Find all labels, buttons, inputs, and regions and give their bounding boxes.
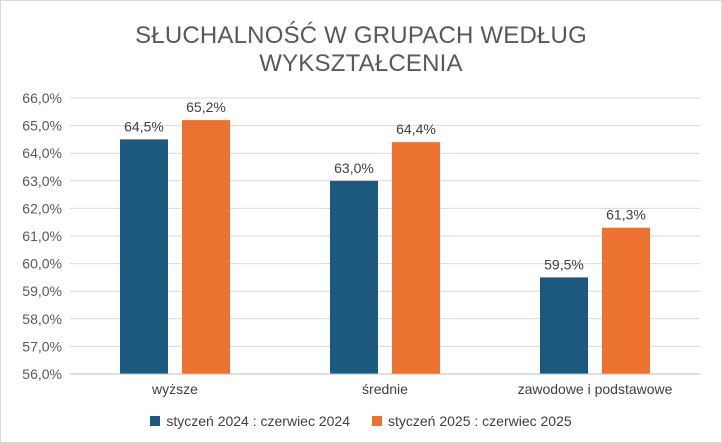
category-label: zawodowe i podstawowe	[518, 381, 673, 397]
y-tick-label: 61,0%	[22, 228, 62, 244]
x-axis-category-labels: wyższe średnie zawodowe i podstawowe	[151, 381, 673, 397]
y-tick-label: 64,0%	[22, 145, 62, 161]
legend-item-2024: styczeń 2024 : czerwiec 2024	[150, 413, 350, 429]
y-tick-label: 62,0%	[22, 200, 62, 216]
y-tick-label: 60,0%	[22, 256, 62, 272]
gridlines	[70, 97, 700, 347]
legend-swatch-2025	[372, 416, 382, 426]
bar-series-1-2	[330, 180, 378, 374]
y-tick-label: 57,0%	[22, 338, 62, 354]
data-label-series-1-1: 64,5%	[124, 118, 164, 134]
data-labels: 64,5% 65,2% 63,0% 64,4% 59,5% 61,3%	[124, 99, 646, 272]
legend: styczeń 2024 : czerwiec 2024 styczeń 202…	[0, 413, 722, 429]
category-label: wyższe	[151, 381, 198, 397]
category-label: średnie	[362, 381, 408, 397]
bar-series-2-1	[182, 120, 230, 374]
legend-item-2025: styczeń 2025 : czerwiec 2025	[372, 413, 572, 429]
y-tick-label: 56,0%	[22, 366, 62, 382]
data-label-series-1-2: 63,0%	[334, 160, 374, 176]
y-tick-label: 65,0%	[22, 118, 62, 134]
legend-label-2025: styczeń 2025 : czerwiec 2025	[388, 413, 572, 429]
chart-title: SŁUCHALNOŚĆ W GRUPACH WEDŁUG WYKSZTAŁCEN…	[0, 22, 722, 78]
bar-series-2-2	[392, 142, 440, 374]
bar-series-2-3	[602, 227, 650, 374]
bar-series-1-3	[540, 277, 588, 374]
y-tick-label: 59,0%	[22, 283, 62, 299]
data-label-series-2-2: 64,4%	[396, 121, 436, 137]
y-tick-label: 63,0%	[22, 173, 62, 189]
legend-swatch-2024	[150, 416, 161, 426]
y-tick-label: 58,0%	[22, 311, 62, 327]
data-label-series-1-3: 59,5%	[544, 256, 584, 272]
data-label-series-2-3: 61,3%	[606, 207, 646, 223]
bars	[120, 120, 650, 374]
y-tick-label: 66,0%	[22, 90, 62, 106]
chart-title-line-2: WYKSZTAŁCENIA	[259, 50, 463, 77]
legend-label-2024: styczeń 2024 : czerwiec 2024	[166, 413, 350, 429]
bar-series-1-1	[120, 139, 168, 374]
data-label-series-2-1: 65,2%	[186, 99, 226, 115]
y-axis-tick-labels: 56,0% 57,0% 58,0% 59,0% 60,0% 61,0% 62,0% 63,0%…	[22, 90, 62, 382]
chart-title-line-1: SŁUCHALNOŚĆ W GRUPACH WEDŁUG	[135, 22, 587, 49]
